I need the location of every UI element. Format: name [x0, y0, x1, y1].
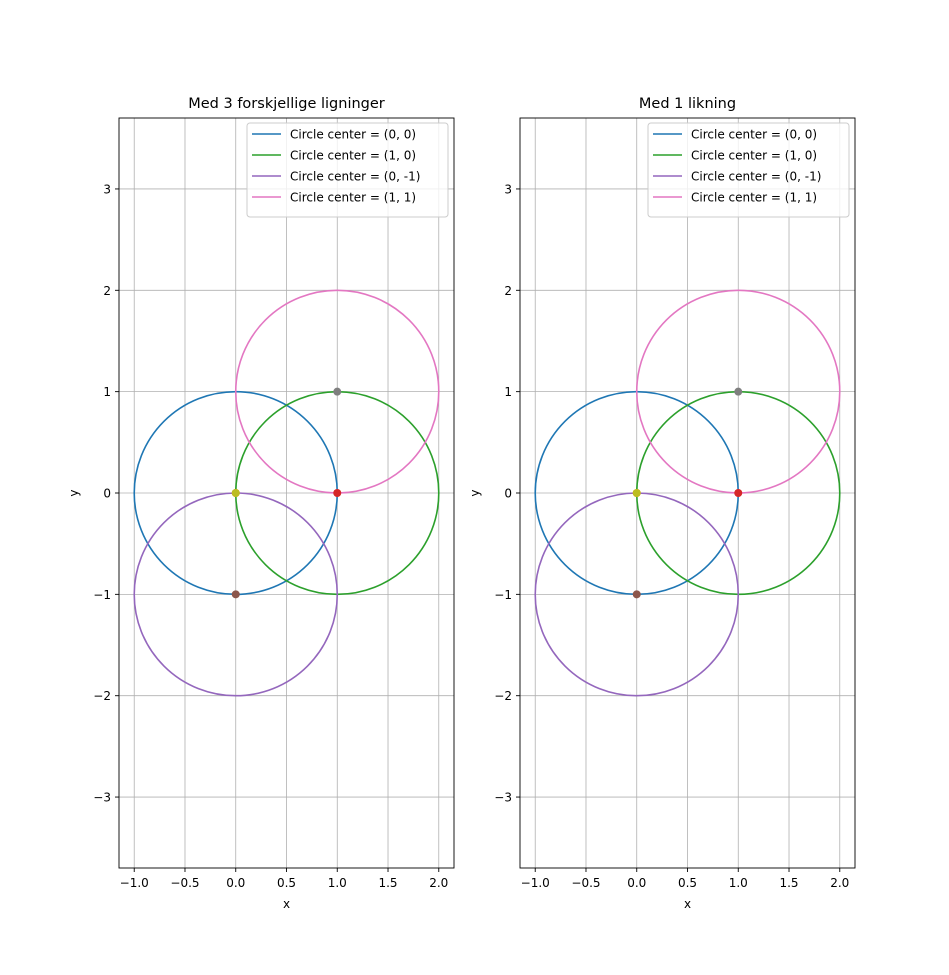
data-point-1 — [632, 489, 641, 497]
plot-area — [133, 289, 440, 697]
legend-entry-label: Circle center = (1, 0) — [290, 149, 416, 163]
x-tick-label: −0.5 — [170, 876, 199, 890]
data-point-4 — [333, 387, 342, 396]
subplot-right: −1.0 −0.5 0.0 0.5 1.0 1.5 2.0 −3 −2 −1 0 1 2 3 x y Med 1… — [468, 96, 856, 911]
legend-entry-label: Circle center = (0, -1) — [290, 170, 420, 184]
x-tick-label: 1.5 — [779, 876, 798, 890]
legend-entry-label: Circle center = (0, -1) — [691, 170, 821, 184]
plot-area — [534, 289, 841, 697]
chart-title: Med 3 forskjellige ligninger — [188, 96, 385, 112]
chart-title: Med 1 likning — [639, 96, 736, 112]
legend-entry-label: Circle center = (1, 0) — [691, 149, 817, 163]
y-tick-label: −1 — [494, 588, 512, 602]
y-tick-label: −3 — [93, 791, 111, 805]
y-tick-label: 0 — [504, 487, 512, 501]
legend: Circle center = (0, 0) Circle center = (1… — [647, 122, 850, 218]
y-tick-label: 1 — [504, 385, 512, 399]
x-axis-label: x — [283, 897, 290, 911]
y-axis-label: y — [468, 489, 482, 496]
x-tick-label: 0.0 — [627, 876, 646, 890]
x-tick-label: −1.0 — [120, 876, 149, 890]
x-tick-label: 0.5 — [678, 876, 697, 890]
x-tick-label: −1.0 — [521, 876, 550, 890]
y-tick-label: −3 — [494, 791, 512, 805]
legend-entry-label: Circle center = (0, 0) — [290, 128, 416, 142]
x-tick-label: 2.0 — [830, 876, 849, 890]
x-tick-label: 2.0 — [429, 876, 448, 890]
x-tick-label: 0.0 — [226, 876, 245, 890]
y-tick-label: 2 — [504, 284, 512, 298]
y-tick-label: −2 — [494, 689, 512, 703]
legend-frame — [246, 122, 449, 218]
legend-entry-label: Circle center = (0, 0) — [691, 128, 817, 142]
legend-entry-label: Circle center = (1, 1) — [691, 191, 817, 205]
x-tick-label: 1.0 — [328, 876, 347, 890]
data-point-3 — [231, 590, 240, 599]
y-tick-label: 3 — [103, 182, 111, 196]
y-tick-label: 3 — [504, 182, 512, 196]
y-axis-label: y — [67, 489, 81, 496]
y-tick-label: 0 — [103, 487, 111, 501]
subplot-left: −1.0 −0.5 0.0 0.5 1.0 1.5 2.0 −3 −2 −1 0 1 2 3 x y Med 3… — [67, 96, 455, 911]
x-tick-label: 0.5 — [277, 876, 296, 890]
x-tick-label: 1.5 — [378, 876, 397, 890]
legend-entry-label: Circle center = (1, 1) — [290, 191, 416, 205]
x-tick-label: −0.5 — [571, 876, 600, 890]
data-point-4 — [734, 387, 743, 396]
data-point-2 — [734, 489, 743, 497]
y-tick-label: −2 — [93, 689, 111, 703]
y-tick-label: 1 — [103, 385, 111, 399]
legend-frame — [647, 122, 850, 218]
x-tick-label: 1.0 — [729, 876, 748, 890]
x-axis-label: x — [684, 897, 691, 911]
data-point-2 — [333, 489, 342, 497]
y-tick-label: 2 — [103, 284, 111, 298]
legend: Circle center = (0, 0) Circle center = (1… — [246, 122, 449, 218]
data-point-1 — [231, 489, 240, 497]
data-point-3 — [632, 590, 641, 599]
y-tick-label: −1 — [93, 588, 111, 602]
